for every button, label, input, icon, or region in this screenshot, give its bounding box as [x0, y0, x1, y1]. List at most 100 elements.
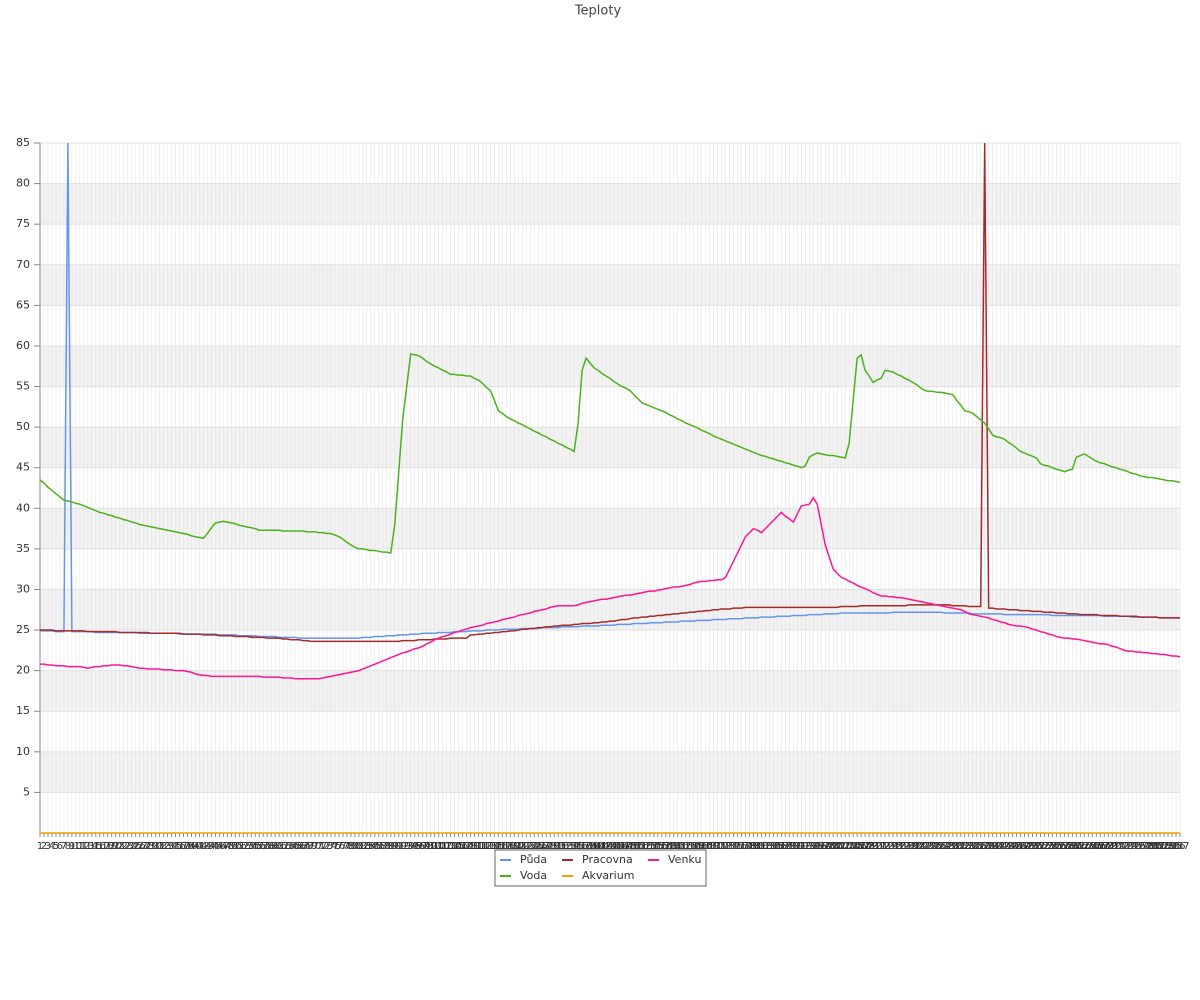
legend-label: Voda [520, 869, 547, 882]
x-tick-label: 165 [684, 841, 703, 852]
x-tick-label: 262 [1071, 841, 1090, 852]
legend-label: Akvarium [582, 869, 634, 882]
x-tick-label: 209 [860, 841, 879, 852]
x-tick-label: 217 [891, 841, 910, 852]
x-tick-label: 126 [529, 841, 548, 852]
x-tick-label: 127 [533, 841, 552, 852]
x-tick-label: 8 [65, 841, 71, 852]
x-tick-label: 234 [959, 841, 978, 852]
x-tick-label: 42 [197, 841, 210, 852]
x-tick-label: 284 [1158, 841, 1177, 852]
legend-label: Venku [668, 853, 701, 866]
x-tick-label: 130 [545, 841, 564, 852]
x-tick-label: 283 [1155, 841, 1174, 852]
x-tick-label: 64 [285, 841, 298, 852]
x-tick-label: 61 [273, 841, 286, 852]
x-tick-label: 186 [768, 841, 787, 852]
x-tick-label: 70 [309, 841, 322, 852]
x-tick-label: 125 [525, 841, 544, 852]
x-tick-label: 101 [429, 841, 448, 852]
y-tick-label: 10 [16, 745, 30, 758]
x-tick-label: 122 [513, 841, 532, 852]
x-tick-label: 7 [61, 841, 67, 852]
x-tick-label: 203 [836, 841, 855, 852]
x-tick-label: 139 [581, 841, 600, 852]
y-tick-label: 15 [16, 704, 30, 717]
x-tick-label: 82 [356, 841, 369, 852]
x-tick-label: 201 [828, 841, 847, 852]
x-tick-label: 30 [149, 841, 162, 852]
x-tick-label: 190 [784, 841, 803, 852]
x-tick-label: 205 [844, 841, 863, 852]
x-tick-label: 108 [457, 841, 476, 852]
x-tick-label: 237 [971, 841, 990, 852]
y-tick-label: 25 [16, 623, 30, 636]
x-tick-label: 148 [616, 841, 635, 852]
x-tick-label: 95 [408, 841, 421, 852]
x-tick-label: 176 [728, 841, 747, 852]
x-tick-label: 143 [596, 841, 615, 852]
x-tick-label: 218 [895, 841, 914, 852]
x-tick-label: 116 [489, 841, 508, 852]
x-tick-label: 277 [1131, 841, 1150, 852]
x-tick-label: 3 [45, 841, 51, 852]
x-tick-label: 261 [1067, 841, 1086, 852]
x-tick-label: 204 [840, 841, 859, 852]
x-tick-label: 4 [49, 841, 55, 852]
x-tick-label: 197 [812, 841, 831, 852]
x-tick-label: 244 [999, 841, 1018, 852]
x-tick-label: 79 [345, 841, 358, 852]
x-tick-label: 215 [883, 841, 902, 852]
x-tick-label: 207 [852, 841, 871, 852]
x-tick-label: 270 [1103, 841, 1122, 852]
x-tick-label: 73 [321, 841, 334, 852]
x-tick-label: 266 [1087, 841, 1106, 852]
x-tick-label: 129 [541, 841, 560, 852]
x-tick-label: 146 [608, 841, 627, 852]
x-tick-label: 216 [887, 841, 906, 852]
x-tick-label: 90 [388, 841, 401, 852]
x-tick-label: 287 [1170, 841, 1189, 852]
y-tick-label: 45 [16, 461, 30, 474]
x-tick-label: 17 [97, 841, 110, 852]
x-tick-label: 94 [404, 841, 417, 852]
x-tick-label: 36 [173, 841, 186, 852]
y-tick-label: 20 [16, 664, 30, 677]
x-tick-label: 235 [963, 841, 982, 852]
x-tick-label: 198 [816, 841, 835, 852]
x-tick-label: 157 [652, 841, 671, 852]
x-tick-label: 121 [509, 841, 528, 852]
x-tick-label: 180 [744, 841, 763, 852]
x-tick-label: 193 [796, 841, 815, 852]
x-tick-label: 238 [975, 841, 994, 852]
x-tick-label: 233 [955, 841, 974, 852]
series-line [39, 353, 1181, 554]
x-tick-label: 76 [333, 841, 346, 852]
x-tick-label: 72 [317, 841, 330, 852]
x-tick-label: 37 [177, 841, 190, 852]
x-tick-label: 118 [497, 841, 516, 852]
x-tick-label: 228 [935, 841, 954, 852]
x-tick-label: 32 [157, 841, 170, 852]
x-tick-label: 189 [780, 841, 799, 852]
x-tick-label: 29 [145, 841, 158, 852]
y-tick-label: 75 [16, 217, 30, 230]
x-tick-label: 14 [85, 841, 98, 852]
x-tick-label: 35 [169, 841, 182, 852]
x-tick-label: 280 [1143, 841, 1162, 852]
x-tick-label: 59 [265, 841, 278, 852]
x-tick-label: 230 [943, 841, 962, 852]
x-tick-label: 62 [277, 841, 290, 852]
x-tick-label: 255 [1043, 841, 1062, 852]
x-tick-label: 103 [437, 841, 456, 852]
x-tick-label: 191 [788, 841, 807, 852]
x-tick-label: 16 [93, 841, 106, 852]
x-tick-label: 15 [89, 841, 102, 852]
x-tick-label: 196 [808, 841, 827, 852]
x-tick-label: 168 [696, 841, 715, 852]
x-tick-label: 102 [433, 841, 452, 852]
x-tick-label: 71 [313, 841, 326, 852]
x-tick-label: 111 [469, 841, 488, 852]
x-tick-label: 178 [736, 841, 755, 852]
